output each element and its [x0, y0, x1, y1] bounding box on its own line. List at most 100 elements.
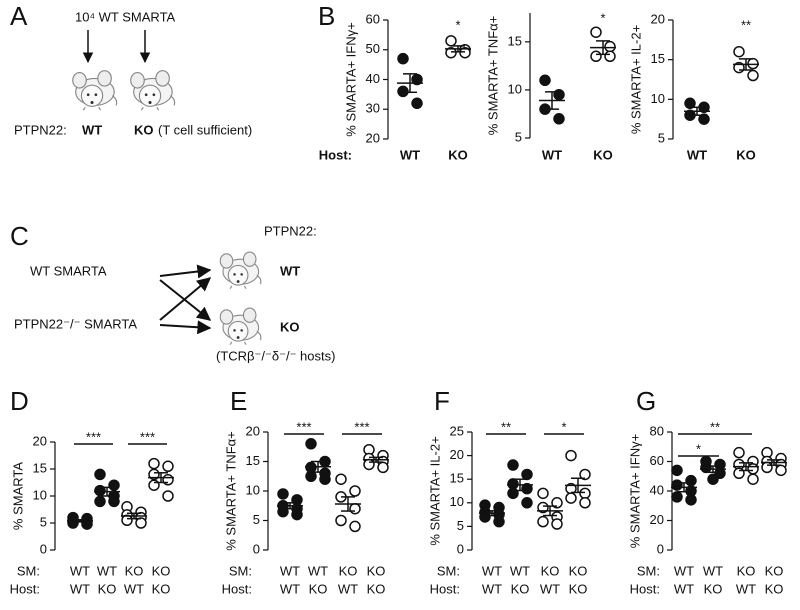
- y-tick-label: 60: [650, 453, 664, 468]
- data-point: [162, 474, 174, 486]
- data-point: [135, 517, 147, 529]
- y-tick-label: 20: [366, 130, 380, 145]
- y-axis-label: % SMARTA+ TNFα+: [223, 431, 238, 551]
- ko-label: KO: [134, 122, 154, 137]
- x-tick-label: WT: [540, 581, 560, 596]
- data-point: [685, 474, 697, 487]
- data-point: [445, 35, 457, 47]
- data-point: [700, 461, 712, 474]
- y-tick-label: 15: [450, 471, 464, 486]
- x-tick-label: WT: [482, 563, 502, 578]
- data-point: [148, 457, 160, 470]
- y-tick-label: 25: [450, 423, 464, 438]
- data-point: [291, 508, 303, 521]
- y-axis-label: % SMARTA+ IL-2+: [628, 25, 643, 134]
- data-point: [684, 97, 696, 110]
- y-tick-label: 20: [651, 11, 665, 26]
- data-point: [108, 495, 120, 508]
- data-point: [397, 85, 409, 98]
- x-tick-label: KO: [152, 581, 171, 596]
- data-point: [493, 515, 505, 528]
- mouse-icon: [130, 70, 176, 111]
- x-tick-label: WT: [482, 581, 502, 596]
- mouse-icon: [219, 251, 262, 290]
- data-point: [94, 468, 106, 481]
- y-tick-label: 5: [658, 130, 665, 145]
- x-tick-label: WT: [280, 581, 300, 596]
- x-tick-label: WT: [400, 147, 420, 162]
- data-point: [747, 473, 759, 485]
- panel-letter: E: [230, 386, 247, 416]
- x-tick-label: WT: [674, 581, 694, 596]
- arrow: [159, 320, 212, 335]
- significance: ***: [86, 429, 101, 444]
- x-tick-label: WT: [70, 563, 90, 578]
- y-axis-label: % SMARTA+ IL-2+: [427, 436, 442, 545]
- data-point: [671, 479, 683, 491]
- x-tick-label: WT: [674, 563, 694, 578]
- mouse-icon: [72, 70, 118, 111]
- note: (TCRβ⁻/⁻δ⁻/⁻ hosts): [216, 348, 335, 363]
- data-point: [671, 491, 683, 503]
- data-point: [604, 50, 616, 63]
- data-point: [335, 473, 347, 485]
- data-point: [521, 497, 533, 509]
- data-point: [507, 459, 519, 471]
- x-tick-label: KO: [511, 581, 530, 596]
- y-tick-label: 40: [366, 71, 380, 86]
- x-tick-label: KO: [737, 563, 756, 578]
- data-point: [349, 502, 361, 515]
- x-tick-label: WT: [280, 563, 300, 578]
- data-point: [305, 438, 317, 450]
- data-point: [162, 490, 174, 502]
- data-point: [521, 468, 533, 481]
- x-tick-label: KO: [541, 563, 560, 578]
- data-point: [319, 473, 331, 485]
- panel-letter: B: [318, 1, 335, 31]
- y-tick-label: 10: [651, 91, 665, 106]
- row-label: SM:: [17, 563, 40, 578]
- data-point: [397, 52, 409, 65]
- row-label: Host:: [630, 581, 660, 596]
- data-point: [459, 46, 471, 59]
- data-point: [162, 460, 174, 473]
- data-point: [565, 449, 577, 462]
- arrow: [159, 264, 212, 279]
- y-tick-label: 10: [33, 487, 47, 502]
- significance: *: [696, 441, 701, 456]
- x-tick-label: WT: [510, 563, 530, 578]
- data-point: [349, 520, 361, 533]
- x-tick-label: KO: [309, 581, 328, 596]
- ko-label: KO: [280, 319, 300, 334]
- data-point: [277, 488, 289, 500]
- y-tick-label: 10: [246, 482, 260, 497]
- dose-label: 10⁴ WT SMARTA: [75, 9, 176, 24]
- data-point: [733, 45, 745, 58]
- data-point: [733, 446, 745, 459]
- y-tick-label: 0: [657, 541, 664, 556]
- mouse-icon: [219, 307, 262, 346]
- y-tick-label: 40: [650, 482, 664, 497]
- data-point: [349, 485, 361, 497]
- data-point: [761, 461, 773, 474]
- note: (T cell sufficient): [158, 122, 252, 137]
- wt-label: WT: [280, 263, 300, 278]
- y-tick-label: 5: [40, 514, 47, 529]
- data-point: [108, 479, 120, 491]
- y-axis-label: % SMARTA+ IFNγ+: [343, 22, 358, 136]
- x-tick-label: WT: [703, 563, 723, 578]
- x-tick-label: WT: [124, 581, 144, 596]
- y-tick-label: 20: [246, 423, 260, 438]
- y-tick-label: 80: [650, 423, 664, 438]
- x-tick-label: WT: [542, 147, 562, 162]
- y-tick-label: 60: [366, 11, 380, 26]
- data-point: [604, 40, 616, 53]
- x-tick-label: KO: [569, 581, 588, 596]
- significance: ***: [296, 419, 311, 434]
- significance: **: [710, 419, 720, 434]
- y-tick-label: 5: [515, 129, 522, 144]
- y-tick-label: 20: [33, 433, 47, 448]
- data-point: [537, 501, 549, 514]
- x-tick-label: KO: [367, 563, 386, 578]
